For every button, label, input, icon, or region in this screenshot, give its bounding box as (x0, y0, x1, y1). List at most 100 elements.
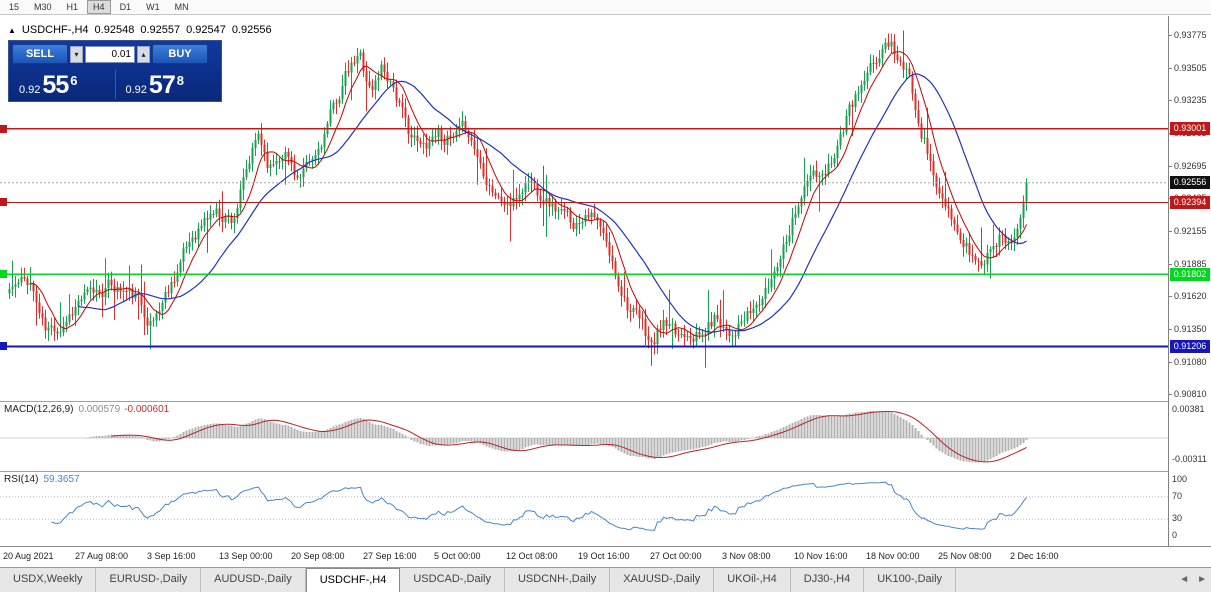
date-axis-label: 3 Nov 08:00 (722, 551, 771, 561)
tab-DJ30-H4[interactable]: DJ30-,H4 (791, 568, 865, 592)
period-button-H4[interactable]: H4 (87, 0, 111, 14)
tab-UK100-Daily[interactable]: UK100-,Daily (864, 568, 957, 592)
level-left-marker-0.92394 (0, 198, 7, 206)
chart-tab-bar: USDX,Weekly EURUSD-,Daily AUDUSD-,Daily USD… (0, 567, 1211, 592)
rsi-indicator-label: RSI(14) 59.3657 (4, 474, 80, 485)
macd-main-value: 0.000579 (78, 404, 121, 415)
one-click-trading-panel: SELL ▾ ▴ BUY 0.92 55 6 0.92 57 8 (8, 40, 222, 102)
level-left-marker-0.91206 (0, 342, 7, 350)
macd-axis-max: 0.00381 (1172, 404, 1205, 414)
macd-axis-min: -0.00311 (1172, 454, 1207, 464)
tab-USDCAD-Daily[interactable]: USDCAD-,Daily (400, 568, 505, 592)
buy-price[interactable]: 0.92 57 8 (116, 67, 222, 101)
ohlc-high: 0.92557 (140, 24, 181, 36)
price-axis-tick: 0.93775 (1174, 30, 1207, 40)
timeframe-toolbar: 15 M30 H1 H4 D1 W1 MN (0, 0, 1211, 15)
sell-price[interactable]: 0.92 55 6 (9, 67, 115, 101)
period-button-15[interactable]: 15 (9, 2, 20, 12)
chart-symbol: USDCHF-,H4 (21, 24, 89, 36)
level-left-marker-0.91802 (0, 270, 7, 278)
tab-AUDUSD-Daily[interactable]: AUDUSD-,Daily (201, 568, 306, 592)
rsi-axis-0: 0 (1172, 530, 1178, 540)
price-axis-tick: 0.91885 (1174, 259, 1207, 269)
macd-indicator-label: MACD(12,26,9) 0.000579 -0.000601 (4, 404, 169, 415)
date-axis-label: 13 Sep 00:00 (219, 551, 273, 561)
tab-UKOil-H4[interactable]: UKOil-,H4 (714, 568, 791, 592)
lot-size-input[interactable] (85, 45, 135, 63)
lot-increase-button[interactable]: ▴ (137, 45, 150, 63)
period-button-MN[interactable]: MN (174, 2, 189, 12)
rsi-indicator-plot (0, 471, 1168, 531)
macd-name: MACD(12,26,9) (4, 404, 74, 415)
level-price-tag-0.92394: 0.92394 (1170, 196, 1210, 209)
buy-button[interactable]: BUY (152, 44, 208, 64)
level-price-tag-0.91802: 0.91802 (1170, 268, 1210, 281)
price-axis-tick-mark (1169, 231, 1172, 232)
rsi-axis-30: 30 (1172, 513, 1183, 523)
date-axis-label: 20 Sep 08:00 (291, 551, 345, 561)
ohlc-low: 0.92547 (186, 24, 226, 36)
date-axis-label: 10 Nov 16:00 (794, 551, 848, 561)
buy-price-main: 57 (148, 71, 176, 99)
level-left-marker-0.93001 (0, 125, 7, 133)
price-axis-tick: 0.90810 (1174, 389, 1207, 399)
price-axis-tick-mark (1169, 100, 1172, 101)
price-axis-tick-mark (1169, 362, 1172, 363)
tabs-scroll-right-button[interactable]: ► (1197, 574, 1207, 585)
one-click-prices: 0.92 55 6 0.92 57 8 (9, 67, 221, 101)
current-price-tag: 0.92556 (1170, 176, 1210, 189)
period-button-M30[interactable]: M30 (34, 2, 52, 12)
candlestick-chart[interactable] (0, 16, 1168, 401)
price-axis-tick-mark (1169, 35, 1172, 36)
date-axis-label: 27 Oct 00:00 (650, 551, 702, 561)
chart-workspace: ▲ USDCHF-,H4 0.92548 0.92557 0.92547 0.9… (0, 16, 1211, 567)
period-button-D1[interactable]: D1 (119, 2, 132, 12)
sell-button[interactable]: SELL (12, 44, 68, 64)
buy-price-sup: 8 (176, 73, 184, 88)
tab-XAUUSD-Daily[interactable]: XAUUSD-,Daily (610, 568, 715, 592)
buy-price-prefix: 0.92 (125, 84, 147, 96)
rsi-axis-70: 70 (1172, 491, 1183, 501)
tab-USDCNH-Daily[interactable]: USDCNH-,Daily (505, 568, 611, 592)
date-axis-label: 5 Oct 00:00 (434, 551, 481, 561)
rsi-name: RSI(14) (4, 474, 39, 485)
date-axis-label: 20 Aug 2021 (3, 551, 54, 561)
price-axis-tick: 0.93505 (1174, 63, 1207, 73)
date-axis-label: 18 Nov 00:00 (866, 551, 920, 561)
date-axis-label: 12 Oct 08:00 (506, 551, 558, 561)
date-axis-label: 25 Nov 08:00 (938, 551, 992, 561)
rsi-value: 59.3657 (43, 474, 80, 485)
tabs-scroll-left-button[interactable]: ◄ (1179, 574, 1190, 585)
level-price-tag-0.93001: 0.93001 (1170, 122, 1210, 135)
tab-USDX-Weekly[interactable]: USDX,Weekly (0, 568, 97, 592)
price-axis-tick: 0.91080 (1174, 357, 1207, 367)
tab-scroll-controls: ◄ ► (1179, 574, 1207, 585)
macd-signal-value: -0.000601 (124, 404, 170, 415)
price-axis-tick: 0.93235 (1174, 95, 1207, 105)
price-axis-tick: 0.91620 (1174, 291, 1207, 301)
chart-ohlc-label: ▲ USDCHF-,H4 0.92548 0.92557 0.92547 0.9… (8, 24, 272, 36)
lot-decrease-button[interactable]: ▾ (70, 45, 83, 63)
date-axis-label: 27 Aug 08:00 (75, 551, 129, 561)
one-click-order-row: SELL ▾ ▴ BUY (9, 41, 221, 67)
price-divider (114, 69, 116, 99)
price-axis-tick-mark (1169, 329, 1172, 330)
period-button-H1[interactable]: H1 (66, 2, 79, 12)
price-axis-tick-mark (1169, 394, 1172, 395)
one-click-collapse-icon[interactable]: ▲ (8, 25, 16, 35)
price-axis-tick: 0.92695 (1174, 161, 1207, 171)
sell-price-sup: 6 (70, 73, 78, 88)
period-button-W1[interactable]: W1 (146, 2, 160, 12)
tab-EURUSD-Daily[interactable]: EURUSD-,Daily (96, 568, 202, 592)
sell-price-main: 55 (42, 71, 69, 99)
ohlc-close: 0.92556 (231, 24, 272, 36)
level-price-tag-0.91206: 0.91206 (1170, 340, 1210, 353)
date-axis: 20 Aug 2021 27 Aug 08:00 3 Sep 16:00 13 Sep… (0, 546, 1211, 567)
price-axis: 0.937750.935050.932350.929650.926950.924… (1168, 16, 1211, 546)
ohlc-open: 0.92548 (94, 24, 135, 36)
tab-USDCHF-H4[interactable]: USDCHF-,H4 (305, 568, 401, 592)
date-axis-label: 27 Sep 16:00 (363, 551, 417, 561)
macd-indicator-plot (0, 401, 1168, 463)
price-axis-tick-mark (1169, 264, 1172, 265)
